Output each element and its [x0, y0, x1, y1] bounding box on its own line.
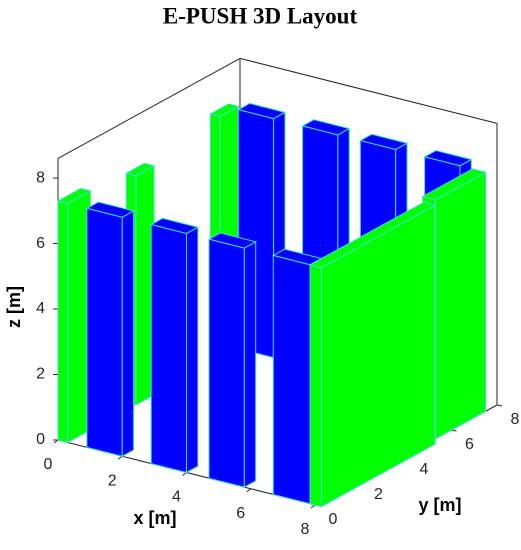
- x-tick: [117, 455, 123, 460]
- box-top-face: [209, 103, 240, 117]
- box-front-face: [208, 238, 245, 488]
- y-tick-label: 8: [511, 411, 520, 428]
- box-front-face: [309, 264, 322, 508]
- z-tick-label: 0: [36, 431, 45, 448]
- box-top-face: [421, 168, 487, 201]
- box-top-face: [423, 149, 473, 167]
- box-front-face: [86, 207, 123, 457]
- y-tick-label: 0: [329, 511, 338, 528]
- y-tick: [496, 404, 503, 407]
- y-tick-label: 4: [420, 461, 429, 478]
- box-top-face: [308, 201, 437, 269]
- box-front-face: [57, 200, 69, 444]
- x-axis-label: x [m]: [133, 508, 176, 528]
- z-axis-label: z [m]: [4, 286, 24, 328]
- x-tick-label: 0: [44, 456, 53, 473]
- chart-title: E-PUSH 3D Layout: [163, 3, 358, 28]
- box-side-face: [186, 226, 199, 474]
- box-front-face: [272, 254, 311, 505]
- box-edge: [239, 57, 498, 124]
- box-side-face: [121, 210, 135, 458]
- x-tick: [182, 472, 187, 476]
- x-tick-label: 2: [108, 472, 117, 489]
- box-top-face: [358, 133, 409, 151]
- box-side-face: [243, 240, 257, 488]
- x-tick-label: 8: [301, 521, 310, 538]
- box-top-face: [56, 187, 92, 204]
- y-tick: [451, 429, 457, 432]
- y-tick-label: 2: [374, 486, 383, 503]
- z-tick-label: 4: [36, 300, 45, 317]
- z-tick-label: 8: [36, 169, 45, 186]
- y-axis-label: y [m]: [418, 495, 461, 515]
- z-tick-label: 2: [36, 366, 45, 383]
- box-edge: [57, 57, 241, 159]
- x-tick-label: 6: [236, 505, 245, 522]
- y-tick-label: 6: [465, 436, 474, 453]
- box-top-face: [207, 232, 258, 249]
- z-tick-label: 6: [36, 235, 45, 252]
- x-tick-label: 4: [172, 489, 181, 506]
- box-front-face: [150, 223, 187, 474]
- box-side-face: [435, 171, 487, 440]
- x-tick: [310, 504, 316, 509]
- box-top-face: [85, 201, 135, 218]
- x-tick: [246, 488, 252, 493]
- box-top-face: [149, 217, 200, 235]
- box-top-face: [236, 102, 287, 120]
- box-top-face: [301, 119, 351, 136]
- box-top-face: [124, 162, 156, 177]
